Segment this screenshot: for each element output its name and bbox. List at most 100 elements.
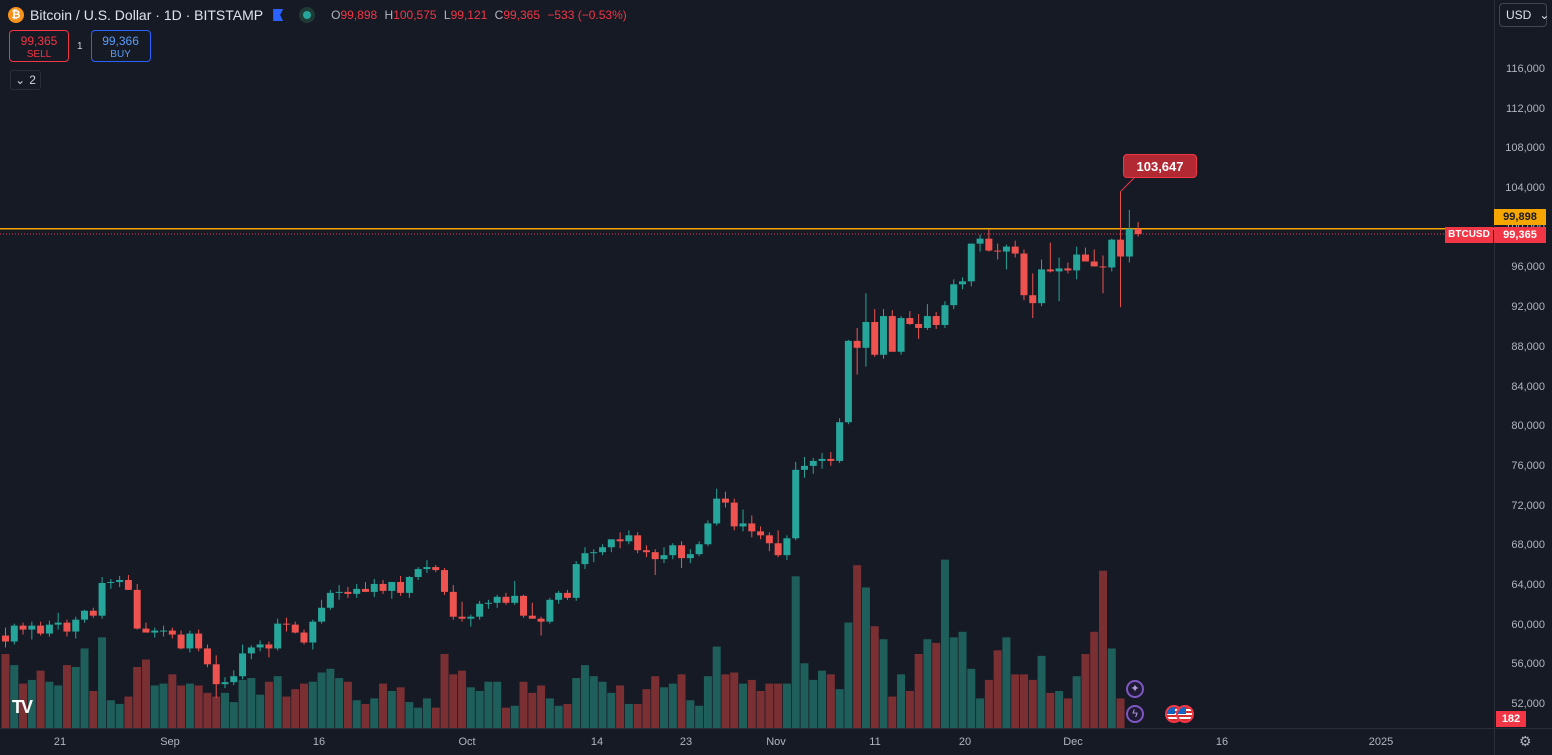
volume-bar (712, 646, 721, 728)
candle-body (441, 570, 448, 592)
volume-bar (1019, 674, 1028, 728)
price-chart[interactable] (0, 0, 1494, 728)
volume-bar (537, 685, 546, 728)
volume-bar (905, 691, 914, 728)
volume-bar (168, 674, 177, 728)
volume-bar (80, 648, 89, 728)
candle-body (10, 625, 18, 642)
indicators-collapse-button[interactable]: ⌄ 2 (10, 70, 41, 90)
volume-bar (756, 691, 765, 728)
volume-bar (782, 683, 791, 728)
candle-body (800, 465, 808, 470)
candle-body (247, 647, 255, 654)
volume-bar (422, 698, 431, 728)
candle-body (1029, 295, 1037, 304)
market-status-icon[interactable] (299, 7, 316, 23)
volume-bar (1002, 637, 1011, 728)
volume-bar (695, 705, 704, 728)
volume-bar (343, 681, 352, 728)
candle-body (414, 569, 422, 577)
candle-body (239, 653, 247, 677)
candle-body (37, 625, 45, 634)
price-tick: 72,000 (1511, 499, 1545, 512)
volume-bar (519, 681, 528, 728)
candle-body (160, 630, 168, 632)
volume-bar (949, 637, 958, 728)
price-tick: 104,000 (1505, 182, 1545, 195)
volume-bar (1, 654, 10, 728)
candle-body (326, 592, 334, 608)
candle-body (1108, 239, 1116, 268)
volume-bar (466, 687, 475, 728)
volume-bar (238, 679, 247, 728)
candle-body (862, 322, 870, 348)
candle-body (713, 498, 721, 524)
candle-body (1064, 268, 1072, 271)
volume-bar (677, 674, 686, 728)
sell-button[interactable]: 99,365 SELL (9, 30, 69, 62)
candle-body (923, 316, 931, 328)
buy-button[interactable]: 99,366 BUY (90, 30, 151, 62)
volume-bar (19, 683, 28, 728)
currency-select[interactable]: USD ⌄ (1499, 3, 1549, 27)
gear-icon[interactable]: ⚙ (1519, 733, 1532, 749)
volume-bar (106, 700, 115, 728)
volume-bar (554, 705, 563, 728)
candle-body (739, 523, 747, 527)
volume-bar (853, 565, 862, 728)
volume-bar (133, 666, 142, 728)
volume-bar (1063, 698, 1072, 728)
flag-icon[interactable] (273, 9, 284, 21)
volume-bar (642, 689, 651, 728)
volume-bar (800, 663, 809, 728)
candle-body (344, 591, 352, 594)
price-tick: 116,000 (1506, 63, 1545, 75)
volume-bar (897, 674, 906, 728)
us-flag-event-icon-2[interactable] (1176, 705, 1194, 723)
volume-bar (27, 679, 36, 728)
candle-body (98, 582, 106, 616)
candle-body (1073, 254, 1081, 271)
candle-body (818, 458, 826, 461)
volume-bar (317, 672, 326, 728)
volume-bar (115, 703, 124, 728)
candle-body (844, 340, 852, 423)
volume-bar (256, 694, 265, 728)
volume-bar (335, 678, 344, 728)
price-axis[interactable]: 116,000112,000108,000104,000100,00096,00… (1494, 0, 1552, 728)
candle-body (941, 305, 949, 325)
candle-body (932, 316, 940, 325)
volume-bar (273, 676, 282, 728)
time-tick: 21 (53, 736, 67, 748)
chart-pane[interactable] (0, 0, 1494, 728)
tradingview-logo[interactable]: TV (12, 697, 33, 717)
candle-body (116, 579, 124, 582)
time-tick: 2025 (1368, 736, 1394, 748)
candle-body (318, 607, 326, 622)
volume-bar (1116, 698, 1125, 728)
candle-body (915, 323, 923, 328)
volume-bar (405, 702, 414, 728)
volume-bar (229, 702, 238, 728)
candle-body (906, 318, 914, 324)
star-event-icon[interactable]: ✦ (1126, 680, 1144, 698)
bolt-event-icon[interactable]: ϟ (1126, 705, 1144, 723)
time-axis[interactable]: 21 Sep 16 Oct 14 23 Nov 11 20 Dec 16 2025 (0, 728, 1494, 755)
volume-bar (1107, 648, 1116, 728)
price-tick: 56,000 (1511, 658, 1545, 671)
chevron-down-icon: ⌄ (15, 73, 26, 87)
volume-bar (370, 698, 379, 728)
symbol-price-tag: BTCUSD (1445, 227, 1493, 243)
price-tick: 112,000 (1506, 102, 1545, 115)
candle-body (634, 535, 642, 551)
candle-body (502, 596, 510, 603)
volume-bar (651, 676, 660, 728)
volume-bar (1072, 676, 1081, 728)
candle-body (642, 550, 650, 553)
symbol-title[interactable]: Bitcoin / U.S. Dollar · 1D · BITSTAMP (30, 7, 264, 23)
price-tick: 108,000 (1505, 142, 1545, 155)
candle-body (19, 625, 27, 630)
candle-body (748, 523, 756, 532)
candle-body (282, 623, 290, 625)
candle-body (959, 281, 967, 285)
